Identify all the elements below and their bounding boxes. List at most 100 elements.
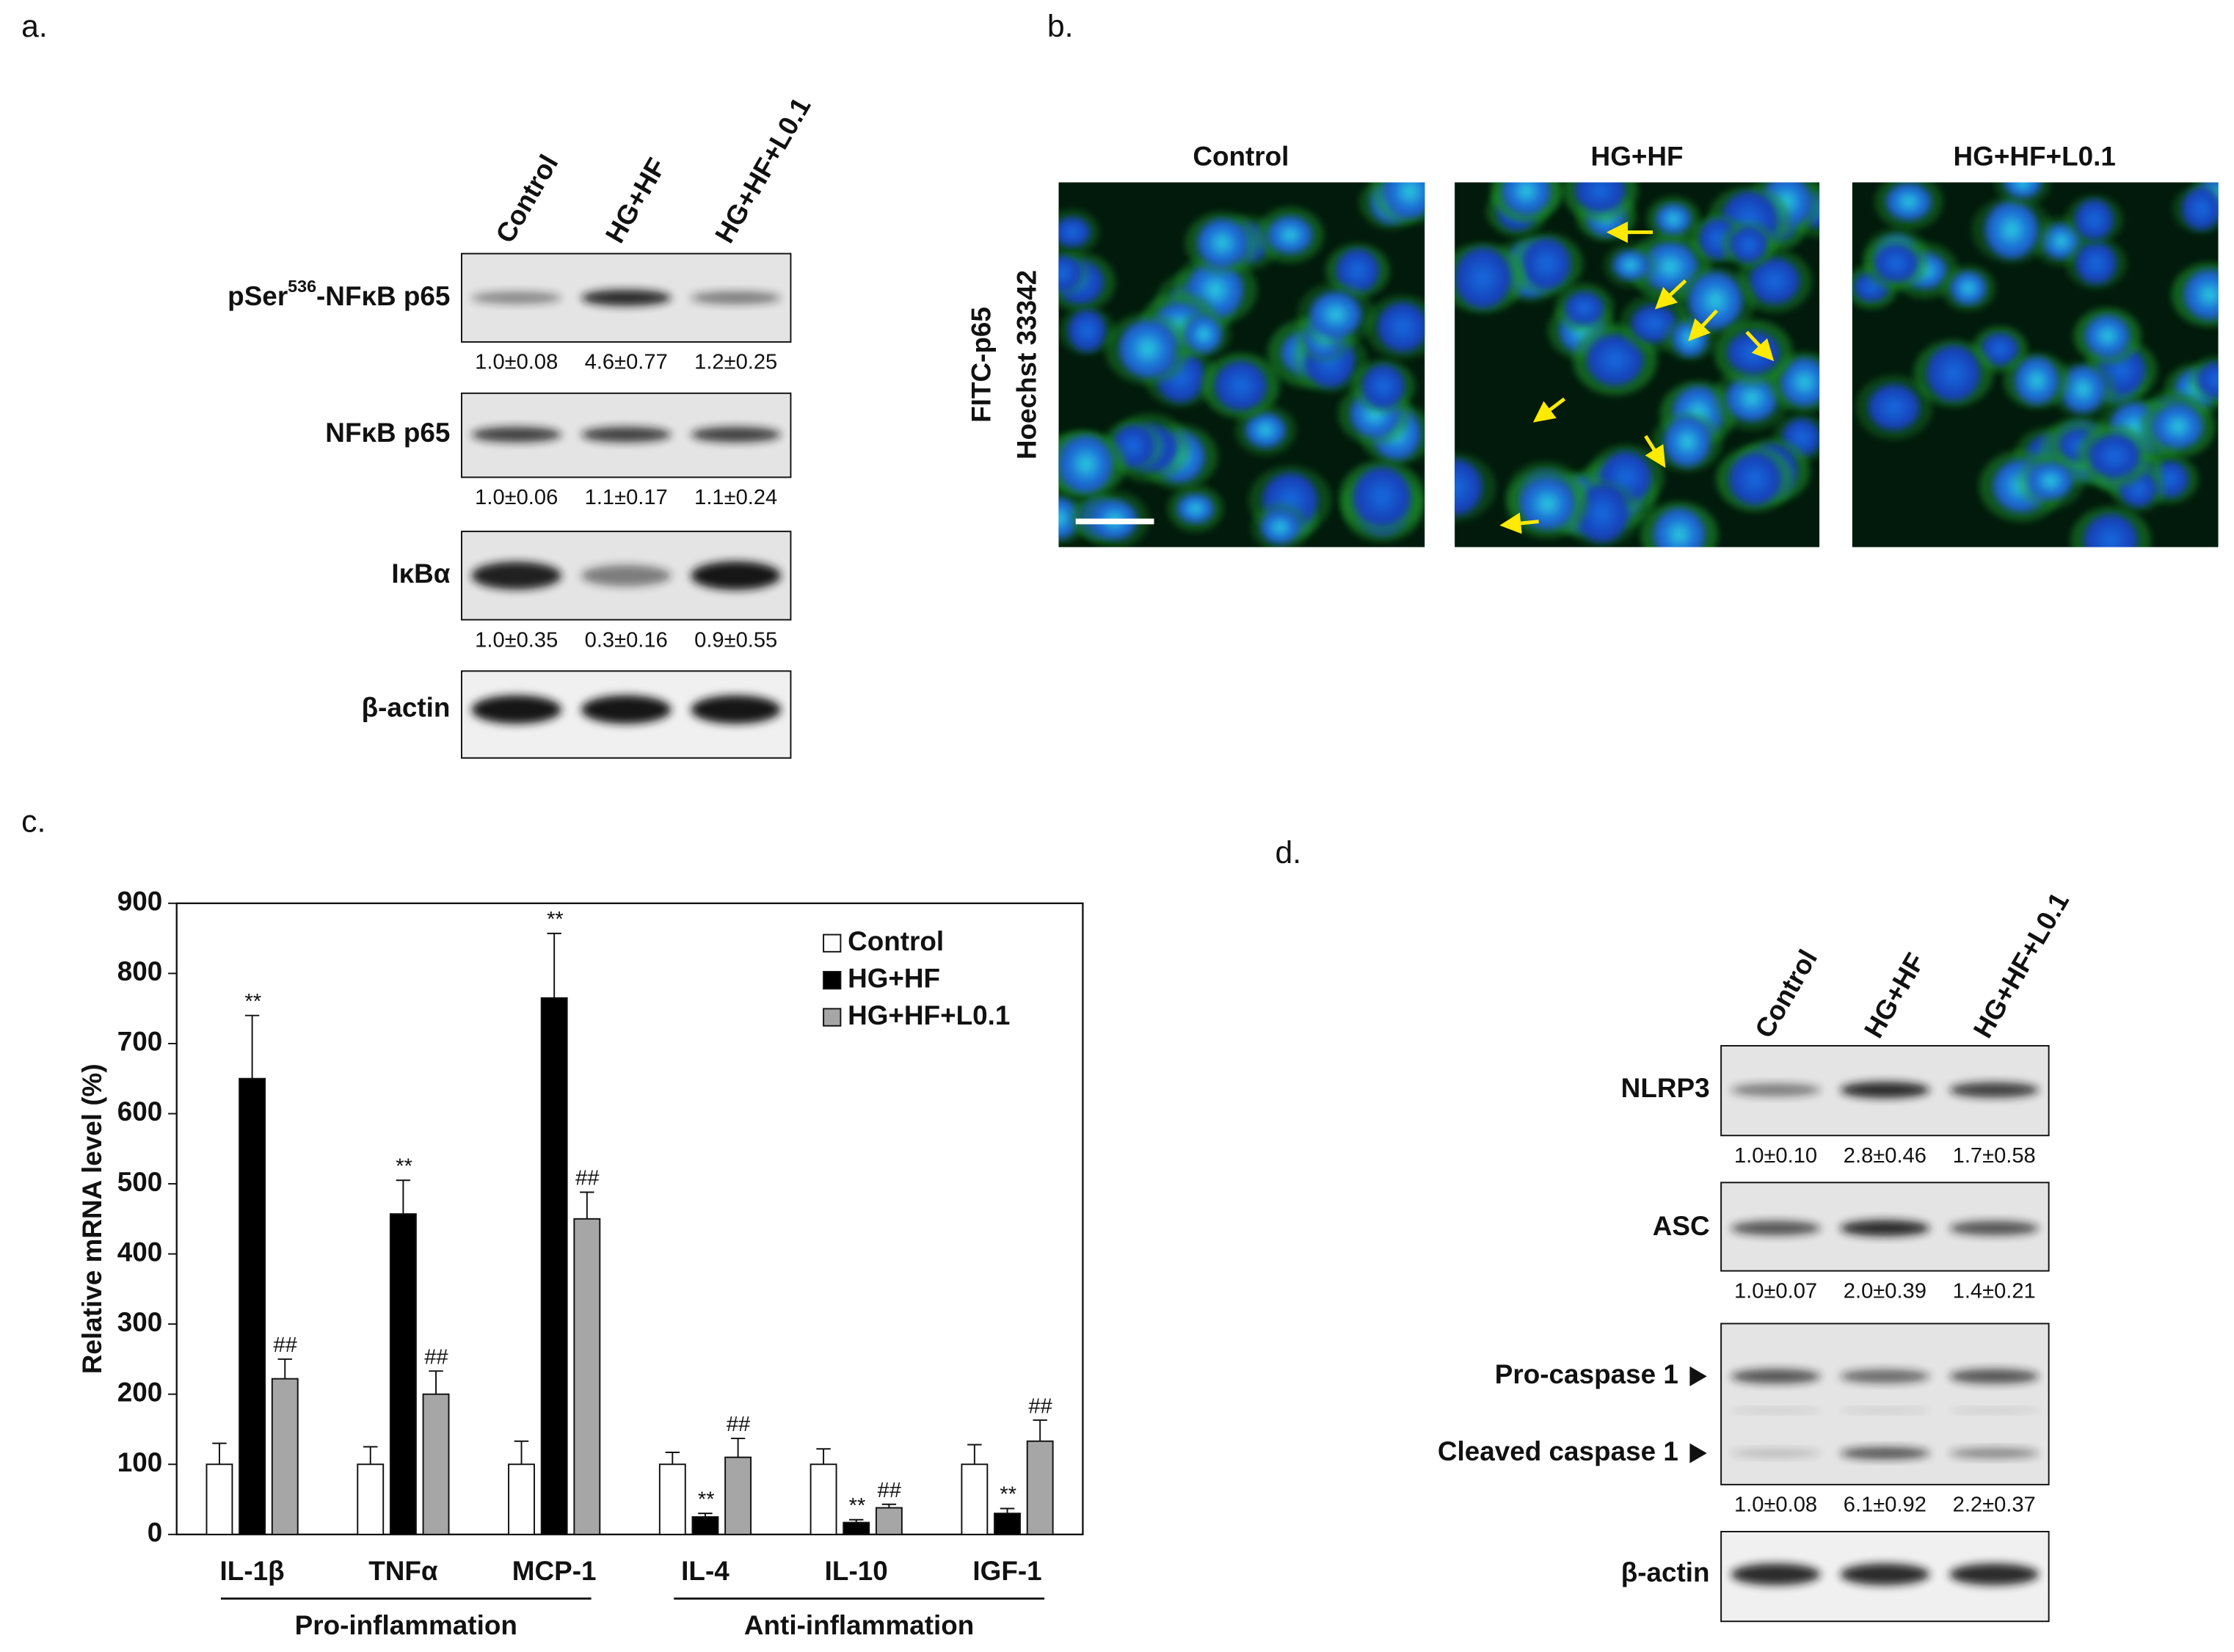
blot-band (1731, 1563, 1821, 1585)
blot-band (581, 564, 672, 586)
blot-band (1949, 1448, 2040, 1459)
nucleus (1058, 255, 1081, 291)
nucleus (1058, 216, 1091, 247)
nucleus (2075, 242, 2117, 284)
quantification: 1.0±0.08 (1734, 1493, 1817, 1517)
error-bar (849, 1518, 864, 1523)
blot-band (581, 695, 672, 724)
nucleus (1565, 291, 1604, 324)
nucleus (1353, 467, 1411, 526)
error-bar (363, 1446, 378, 1465)
nucleus (1642, 241, 1698, 292)
x-tick-label: MCP-1 (512, 1556, 597, 1586)
blot-band (1840, 1220, 1930, 1237)
nucleus (2004, 182, 2042, 198)
plot-frame (175, 902, 1084, 1535)
lane-label: Control (490, 150, 564, 248)
nucleus (1664, 417, 1711, 467)
nucleus (1176, 493, 1215, 524)
blot-label: Pro-caspase 1 (1495, 1359, 1678, 1389)
blot-band (691, 426, 781, 443)
bar (994, 1513, 1021, 1535)
bar (573, 1218, 601, 1535)
nucleus (1576, 484, 1629, 543)
blot-band (1949, 1408, 2040, 1413)
error-bar (698, 1513, 713, 1517)
arrow (1532, 397, 1566, 423)
blot-label: β-actin (1621, 1557, 1710, 1587)
legend-label: HG+HF (848, 963, 940, 993)
blot-band (1949, 1082, 2040, 1098)
blot-label: IκBα (391, 558, 450, 589)
blot-band (691, 695, 781, 724)
nucleus (2028, 462, 2073, 500)
nucleus (1068, 310, 1106, 352)
bar (843, 1521, 870, 1535)
nucleus (1059, 435, 1113, 493)
nucleus (1984, 201, 2039, 258)
blot-label-part: -NFκB p65 (316, 281, 450, 311)
bar (540, 997, 568, 1535)
bar (239, 1077, 266, 1535)
x-tick-label: IL-4 (681, 1556, 729, 1586)
nucleus (1653, 508, 1706, 547)
quantification: 0.3±0.16 (585, 628, 668, 652)
y-tick-label: 800 (117, 956, 163, 986)
blot-band (1840, 1447, 1930, 1460)
nucleus (1728, 453, 1781, 505)
quantification: 1.1±0.24 (694, 486, 777, 509)
bar (658, 1463, 686, 1535)
nucleus (1950, 271, 1987, 305)
quantification: 4.6±0.77 (585, 351, 668, 374)
nucleus (1522, 238, 1571, 289)
significance-mark: ** (848, 1494, 865, 1518)
blot-band (691, 561, 781, 590)
nucleus (1726, 375, 1778, 421)
y-tick-label: 400 (117, 1237, 163, 1267)
bar (961, 1463, 989, 1535)
nucleus (2153, 404, 2203, 449)
panel-label: d. (1275, 835, 1301, 870)
quantification: 1.0±0.06 (475, 486, 558, 509)
image-title: HG+HF+L0.1 (1954, 141, 2116, 171)
nucleus (1383, 182, 1425, 218)
error-bar (212, 1442, 227, 1465)
nucleus (2089, 434, 2139, 478)
error-bar (881, 1503, 897, 1508)
blot-band (1840, 1369, 1930, 1383)
x-tick-label: TNFα (368, 1556, 438, 1586)
error-bar (429, 1370, 443, 1394)
quantification: 0.9±0.55 (694, 628, 777, 652)
arrow (1644, 434, 1666, 468)
blot-band (1731, 1220, 1821, 1236)
panel-label: a. (21, 9, 48, 44)
nucleus (2084, 514, 2138, 547)
stain-label: Hoechst 33342 (1011, 270, 1041, 459)
x-tick-label: IGF-1 (972, 1556, 1041, 1586)
significance-mark: ## (877, 1479, 901, 1502)
blot-band (1840, 1408, 1930, 1413)
y-tick-label: 100 (117, 1447, 163, 1477)
nucleus (1575, 182, 1626, 212)
nucleus (2015, 357, 2059, 404)
error-bar (967, 1444, 982, 1465)
nucleus (1731, 227, 1767, 263)
bar (1026, 1440, 1054, 1535)
blot-band (1840, 1563, 1930, 1585)
error-bar (1033, 1419, 1047, 1441)
nucleus (1455, 459, 1482, 515)
nucleus (1267, 216, 1313, 254)
blot-label: NLRP3 (1621, 1073, 1710, 1103)
error-bar (514, 1440, 529, 1465)
error-bar (1000, 1507, 1015, 1514)
significance-mark: ** (546, 908, 564, 931)
nucleus (1750, 258, 1800, 305)
nucleus (1587, 334, 1643, 386)
nucleus (2075, 199, 2114, 240)
nucleus (1455, 247, 1511, 308)
quantification: 1.0±0.07 (1734, 1279, 1817, 1303)
quantification: 1.1±0.17 (585, 486, 668, 509)
blot-band (1949, 1220, 2040, 1236)
nucleus (1656, 203, 1692, 235)
